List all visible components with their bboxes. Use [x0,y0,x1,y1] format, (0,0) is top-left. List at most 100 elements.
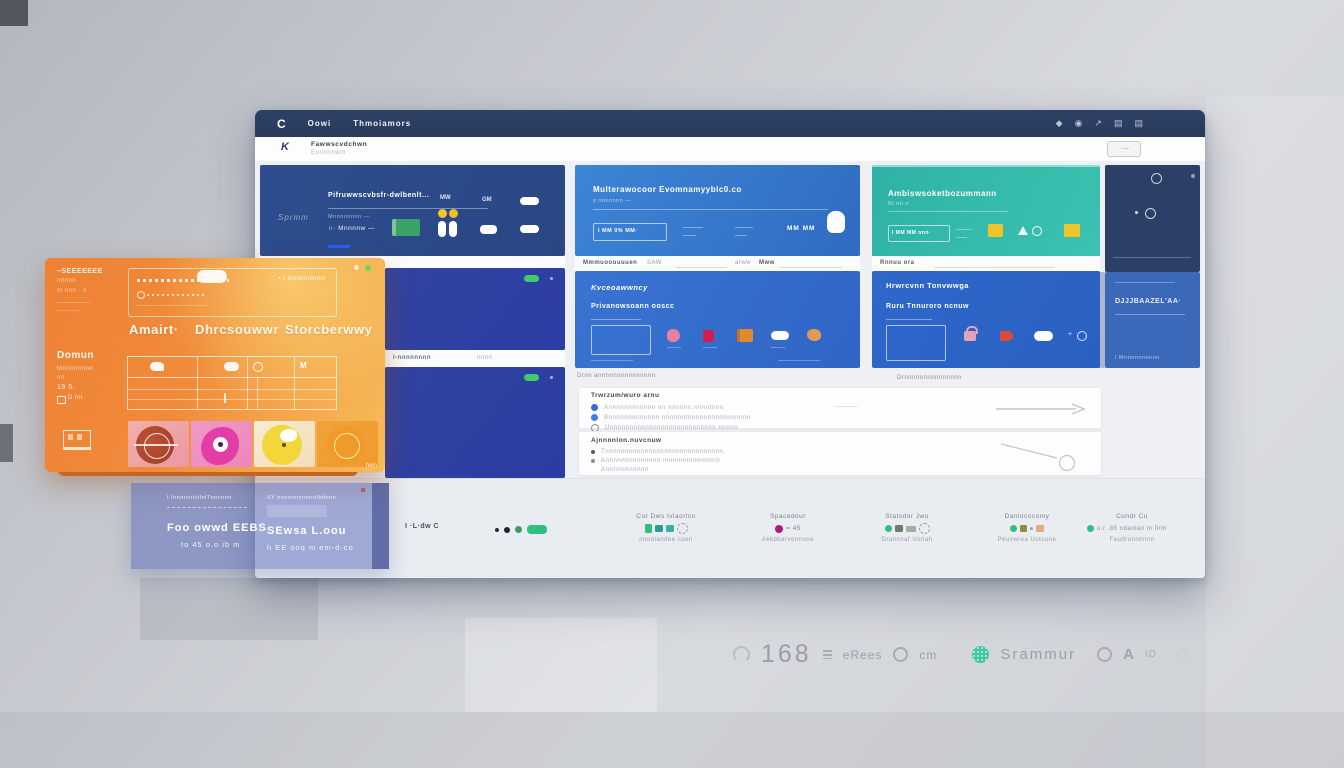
nav-item-2[interactable]: Thmoiamors [353,119,412,128]
orange-col-header-3[interactable]: Storcberwwy [285,322,373,337]
caption-text[interactable]: Mmmuoouuuuen [583,260,638,266]
orange-col-header-1[interactable]: Amairt· [129,322,179,337]
brand-mark[interactable]: K [281,141,289,153]
green-tile-icon[interactable] [392,219,420,236]
card-meta: Mnnnnnnnn — [328,214,370,220]
orange-topleft-line2: nnnnn· [57,278,79,284]
cloud-icon [520,197,539,205]
list-aside: ———— [834,404,858,410]
dot-icon [550,376,553,379]
toolbar-button[interactable]: · — [1107,141,1141,157]
yellow-square-icon[interactable] [988,224,1003,237]
orange-overlay-card[interactable]: –SEEEEEEE nnnnn· M nnn · n • I mmmmmmm A… [45,258,385,472]
list-row-text: Tnnnnnnnnnnnnnnnnnnnnnnnnnnnnnn. [601,449,726,455]
stat-title: Statsdor Jwo [885,513,929,520]
side-panel-bottom: DJJJBAAZEL'AA· I Mnnnnnnnnnn [1105,272,1200,368]
glass-right-strip [372,483,389,569]
green-dot-icon [1087,525,1094,532]
stat-sub: Faudrunnnnnn [1109,537,1155,543]
ring-icon [1077,331,1087,341]
mini-dash [683,227,703,228]
panel-icon-2[interactable]: ▤ [1134,118,1143,128]
caption-text: Drnnnnnnnnnnnnnnn [897,375,962,381]
green-pill-icon [527,525,547,534]
share-icon[interactable]: ↗ [1094,118,1102,128]
caption-text[interactable]: Rnnuu ora [880,260,915,266]
stat-title: Cor Dws Ivlaorlcn [636,513,696,520]
tile-magenta-blob[interactable] [191,421,252,467]
glass-sub: to 45 o.o ib m [181,540,241,549]
card-indigo-top[interactable] [385,268,565,350]
list-row[interactable]: Tnnnnnnnnnnnnnnnnnnnnnnnnnnnnnn. [591,449,726,455]
caption-text[interactable]: I-nnnnnnnn [393,355,431,361]
orange-col-header-2[interactable]: Dhrcsouwwr [195,322,280,337]
circle-icon [893,647,909,662]
red-marker-icon [361,488,365,492]
divider [593,209,828,210]
ring-icon [253,362,263,372]
dashed-circle-icon [676,523,688,534]
tile-row [128,421,378,467]
globe-icon[interactable]: ◉ [1074,118,1083,128]
stats-left-label: I ·L·dw C [405,523,440,530]
card-subtitle: Privanowsoann ooscc [591,303,675,310]
card-brand-label: Sprmm [278,213,309,222]
dot-icon [504,526,510,533]
stat-mid-text: = 45 [786,525,801,532]
hook-arrow-icon[interactable] [999,438,1089,472]
nav-item-1[interactable]: Oowi [307,119,332,128]
dashed-row [137,279,229,282]
green-square-icon [644,524,652,533]
glass-label: SY nnnnnnnnnnnfbdnnn [267,495,337,501]
stat-pair: MM MM [787,225,816,232]
card-hero-mid[interactable]: Multerawocoor Evomnamyyblc0.co y nnnnnnn… [575,165,860,256]
stat-box[interactable]: I MM 0% MM· [593,223,667,241]
tile-orange-ring[interactable] [317,421,378,467]
dot-icon [550,277,553,280]
card-feature-right[interactable]: Hrwrcvnn Tonvwwga Ruru Tnnuroro ncnuw + [872,271,1100,368]
glass-stats-card[interactable]: I Innnnnnlnlnf7nnnnnn Foo owwd EEBS to 4… [131,483,389,569]
gray-square-icon [894,525,903,532]
list-row[interactable]: Annnnnnnnnnn [591,467,726,473]
card-indigo-bottom[interactable] [385,367,565,478]
tile-yellow-disc[interactable] [254,421,315,467]
dot-icon [1191,174,1195,178]
window-dot[interactable] [354,265,359,270]
app-logo[interactable]: C [277,116,286,131]
arrow-right-icon[interactable] [994,402,1089,416]
bg-shadow-block [140,578,318,640]
list-row[interactable]: Annnnnnnnnnnn nn nnnnnn.nnnntnnn [591,404,751,411]
side-line-3: 19 5. [57,384,76,391]
card-hero-left[interactable]: Sprmm Pifruwwscvbsfr-dwlbenlt... Mnnnnnn… [260,165,565,256]
list-row[interactable]: Bnnnnnnnnnnnnn nnnnnntnnnnnnnnnnnnnnnn [591,414,751,421]
panel-icon[interactable]: ▤ [1113,118,1123,128]
caption-line [934,267,1054,268]
card-hero-right[interactable]: Ambiswsoketbozummann Ni nn·n I MM MM nnn… [872,165,1100,258]
list-row-text: Annnnnnnnnnnnnn nnnnnnnnnnnnn/n [601,458,721,464]
list-panel-2: Ajnnnnlon.nuvcnuw Tnnnnnnnnnnnnnnnnnnnnn… [578,431,1102,476]
caption-text: SAW [647,260,662,266]
panel-text: DJJJBAAZEL'AA· [1115,298,1182,305]
red-badge-icon [1000,331,1013,341]
stat-box-text: I MM MM nnn· [892,230,932,236]
plus-glyph: + [1068,331,1073,338]
card-feature-mid[interactable]: Kvceoawwncy Privanowsoann ooscc [575,271,860,368]
yellow-square-icon[interactable] [1064,224,1080,237]
swirl-icon [733,646,750,663]
toolbar-subtitle: Ennnnnwm [311,150,346,156]
stat-icons [600,523,732,534]
mini-dash [956,237,967,238]
stat-title: Cundr Cu [1116,513,1148,520]
yellow-dot-icon [438,209,447,218]
stat-icons [847,523,967,534]
tag-icon[interactable]: ◆ [1055,118,1063,128]
orange-top-panel: • I mmmmmmm [128,268,337,317]
glass-col-1: I Innnnnnlnlnf7nnnnnn Foo owwd EEBS to 4… [167,495,267,549]
toolbar: K Fawwscvdchwn Ennnnnwm · — [255,137,1205,162]
watermark-row: 168 eRees cm Srammur A ID [733,640,1187,669]
tile-red-disc[interactable] [128,421,189,467]
list-row[interactable]: Annnnnnnnnnnnnn nnnnnnnnnnnnn/n [591,458,726,464]
window-dot-green[interactable] [365,265,371,271]
glass-underline [167,507,247,508]
stat-box[interactable]: I MM MM nnn· [888,225,950,242]
